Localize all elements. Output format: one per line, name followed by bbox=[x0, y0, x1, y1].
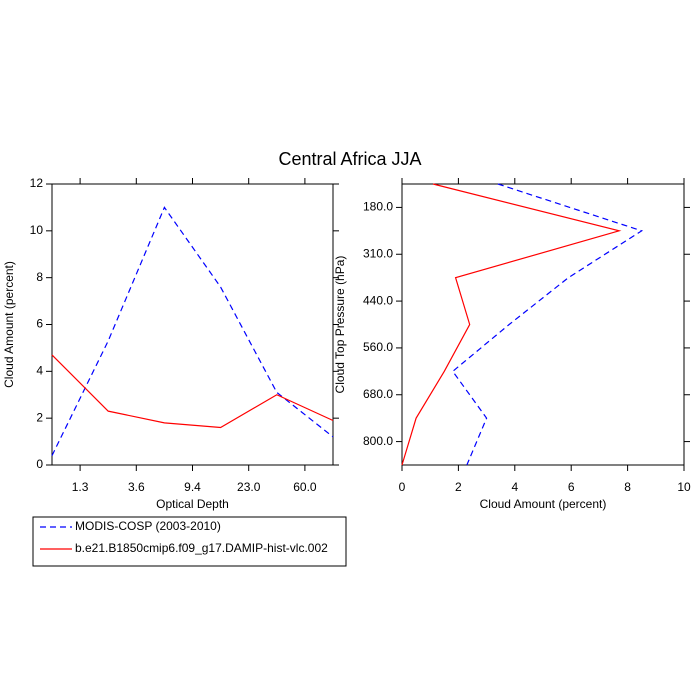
figure-title: Central Africa JJA bbox=[278, 149, 421, 169]
y-axis-label: Cloud Amount (percent) bbox=[2, 261, 16, 388]
y-axis-label: Cloud Top Pressure (hPa) bbox=[333, 256, 347, 394]
legend-label: b.e21.B1850cmip6.f09_g17.DAMIP-hist-vlc.… bbox=[75, 541, 328, 555]
x-tick-label: 10 bbox=[677, 480, 691, 494]
y-tick-label: 440.0 bbox=[363, 293, 393, 307]
x-tick-label: 60.0 bbox=[293, 480, 317, 494]
x-tick-label: 3.6 bbox=[128, 480, 145, 494]
y-tick-label: 560.0 bbox=[363, 340, 393, 354]
x-tick-label: 0 bbox=[399, 480, 406, 494]
y-tick-label: 12 bbox=[30, 176, 44, 190]
y-tick-label: 2 bbox=[36, 410, 43, 424]
y-tick-label: 800.0 bbox=[363, 434, 393, 448]
y-tick-label: 4 bbox=[36, 364, 43, 378]
series-line bbox=[51, 354, 334, 429]
x-tick-label: 8 bbox=[624, 480, 631, 494]
y-tick-label: 8 bbox=[36, 270, 43, 284]
x-tick-label: 9.4 bbox=[184, 480, 201, 494]
plot-frame bbox=[51, 183, 334, 466]
x-axis-label: Cloud Amount (percent) bbox=[480, 497, 607, 511]
y-tick-label: 6 bbox=[36, 317, 43, 331]
legend-label: MODIS-COSP (2003-2010) bbox=[75, 519, 221, 533]
x-tick-label: 23.0 bbox=[237, 480, 261, 494]
x-tick-label: 4 bbox=[511, 480, 518, 494]
x-axis-label: Optical Depth bbox=[156, 497, 229, 511]
y-tick-label: 10 bbox=[30, 223, 44, 237]
series-line bbox=[401, 183, 622, 466]
plot-frame bbox=[401, 183, 685, 466]
series-line bbox=[451, 183, 644, 466]
series-line bbox=[51, 206, 334, 456]
y-tick-label: 180.0 bbox=[363, 200, 393, 214]
x-tick-label: 6 bbox=[568, 480, 575, 494]
y-tick-label: 680.0 bbox=[363, 387, 393, 401]
x-tick-label: 1.3 bbox=[72, 480, 89, 494]
y-tick-label: 310.0 bbox=[363, 246, 393, 260]
x-tick-label: 2 bbox=[455, 480, 462, 494]
y-tick-label: 0 bbox=[36, 457, 43, 471]
legend-box bbox=[32, 516, 347, 567]
